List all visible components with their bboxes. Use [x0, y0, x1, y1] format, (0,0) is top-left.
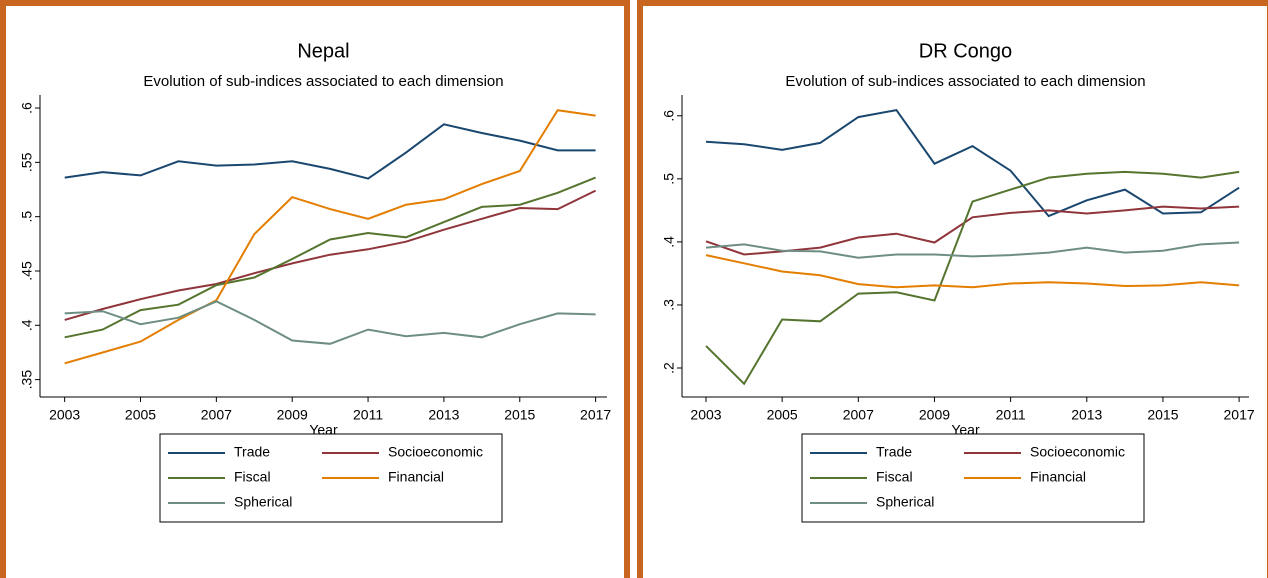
chart-title: DR Congo: [919, 40, 1012, 62]
x-tick-label: 2005: [125, 407, 156, 423]
legend-label: Financial: [388, 469, 444, 485]
x-tick-label: 2007: [201, 407, 232, 423]
x-tick-label: 2017: [580, 407, 611, 423]
x-tick-label: 2005: [767, 407, 798, 423]
y-tick-label: .6: [661, 110, 677, 122]
y-tick-label: .45: [19, 261, 35, 281]
x-tick-label: 2013: [428, 407, 459, 423]
legend-label: Financial: [1030, 469, 1086, 485]
legend-label: Socioeconomic: [1030, 444, 1125, 460]
series-line: [705, 170, 1240, 386]
x-tick-label: 2007: [843, 407, 874, 423]
legend-label: Spherical: [876, 494, 934, 510]
chart-subtitle: Evolution of sub-indices associated to e…: [143, 73, 503, 90]
x-tick-label: 2015: [1147, 407, 1178, 423]
legend-label: Fiscal: [876, 469, 913, 485]
chart-panel: DR Congo Evolution of sub-indices associa…: [661, 40, 1255, 523]
series-line: [64, 176, 596, 339]
y-tick-label: .3: [661, 299, 677, 311]
legend-label: Spherical: [234, 494, 292, 510]
y-tick-label: .5: [661, 173, 677, 185]
series-line: [705, 241, 1240, 259]
legend-label: Fiscal: [234, 469, 271, 485]
x-tick-label: 2009: [919, 407, 950, 423]
x-tick-label: 2015: [504, 407, 535, 423]
series-line: [64, 300, 596, 345]
chart-panel: Nepal Evolution of sub-indices associated…: [19, 40, 611, 523]
y-tick-label: .4: [661, 236, 677, 248]
x-tick-label: 2003: [690, 407, 721, 423]
chart-subtitle: Evolution of sub-indices associated to e…: [785, 73, 1145, 90]
series-line: [64, 109, 596, 365]
series-line: [705, 109, 1240, 218]
legend-label: Trade: [876, 444, 912, 460]
series-line: [705, 254, 1240, 289]
series-line: [64, 123, 596, 180]
y-tick-label: .6: [19, 102, 35, 114]
y-tick-label: .55: [19, 152, 35, 172]
x-tick-label: 2011: [353, 407, 383, 423]
legend-label: Trade: [234, 444, 270, 460]
chart-title: Nepal: [297, 40, 349, 62]
x-tick-label: 2011: [996, 407, 1026, 423]
x-tick-label: 2003: [49, 407, 80, 423]
x-tick-label: 2017: [1224, 407, 1255, 423]
y-tick-label: .4: [19, 319, 35, 331]
y-tick-label: .5: [19, 211, 35, 223]
series-line: [64, 189, 597, 321]
legend-label: Socioeconomic: [388, 444, 483, 460]
x-tick-label: 2009: [277, 407, 308, 423]
y-tick-label: .35: [19, 370, 35, 390]
x-tick-label: 2013: [1071, 407, 1102, 423]
y-tick-label: .2: [661, 362, 677, 374]
